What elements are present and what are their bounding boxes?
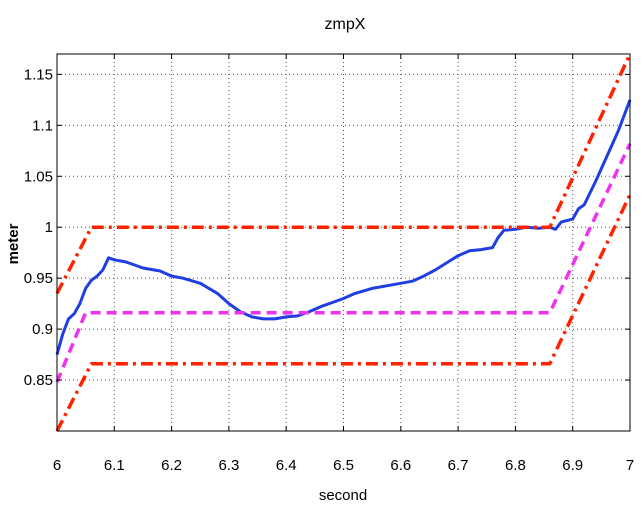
- x-tick-label: 6.3: [218, 457, 239, 474]
- y-axis-label: meter: [5, 223, 22, 264]
- series-line-3: [55, 53, 632, 295]
- x-tick-label: 6.4: [276, 457, 297, 474]
- x-tick-label: 6.8: [505, 457, 526, 474]
- y-tick-label: 0.95: [24, 270, 53, 287]
- y-tick-label: 1.15: [24, 66, 53, 83]
- x-tick-label: 7: [626, 457, 634, 474]
- x-tick-label: 6.9: [562, 457, 583, 474]
- y-tick-label: 1.05: [24, 168, 53, 185]
- series-group: [55, 53, 632, 432]
- y-tick-label: 1.1: [32, 117, 53, 134]
- y-tick-label: 1: [45, 219, 53, 236]
- x-axis-label: second: [319, 487, 367, 504]
- x-tick-label: 6.6: [390, 457, 411, 474]
- series-line-2: [55, 142, 632, 383]
- grid: [57, 54, 630, 431]
- chart-title: zmpX: [325, 16, 366, 33]
- x-tick-label: 6: [53, 457, 61, 474]
- y-tick-label: 0.85: [24, 372, 53, 389]
- y-tick-label: 0.9: [32, 321, 53, 338]
- y-axis: 0.85 0.9 0.95 1 1.05 1.1 1.15: [24, 66, 630, 389]
- series-line-4: [55, 193, 632, 432]
- x-axis: 6 6.1 6.2 6.3 6.4 6.5 6.6 6.7 6.8 6.9 7: [53, 54, 634, 474]
- x-tick-label: 6.1: [104, 457, 125, 474]
- x-tick-label: 6.2: [161, 457, 182, 474]
- x-tick-label: 6.5: [333, 457, 354, 474]
- x-tick-label: 6.7: [448, 457, 469, 474]
